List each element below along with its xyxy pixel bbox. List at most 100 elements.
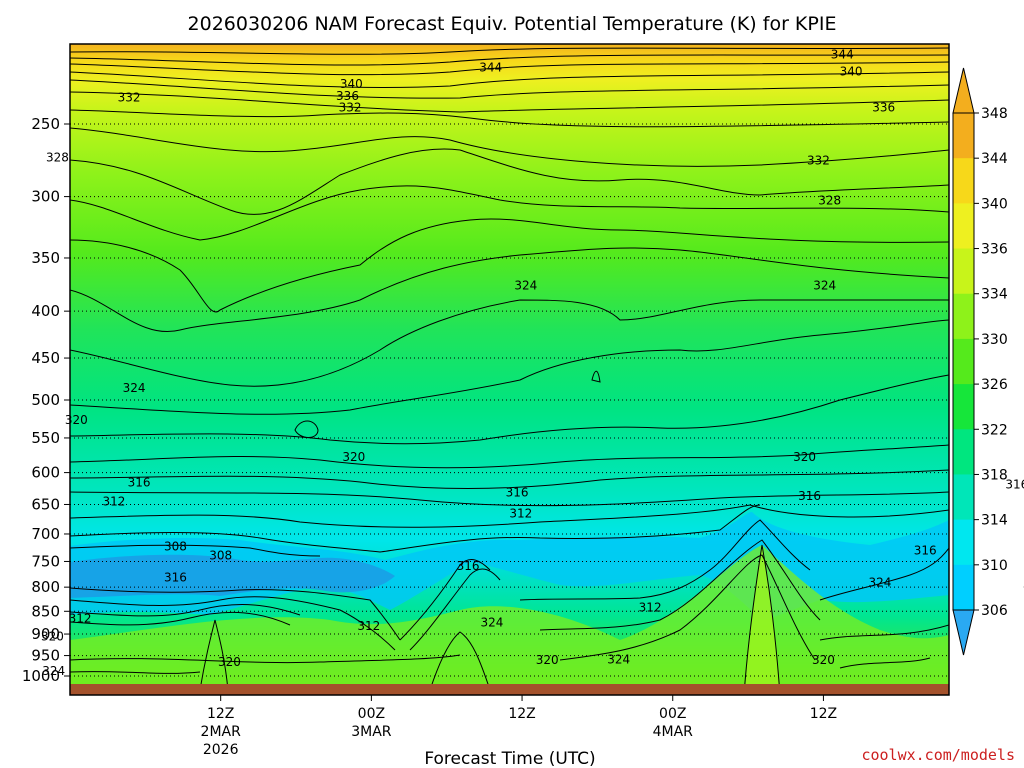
colorbar: 348 344 340 336 334 330 326 322 318 314 310 306 (952, 67, 1008, 656)
contour-label: 316 (506, 486, 529, 500)
colorbar-label: 318 (981, 467, 1008, 483)
source-credit: coolwx.com/models (861, 746, 1015, 764)
y-tick-label: 750 (31, 552, 60, 570)
contour-label: 320 (41, 630, 64, 644)
contour-label: 332 (339, 101, 362, 115)
x-tick-label: 12Z (207, 706, 234, 722)
contour-label: 316 (128, 475, 151, 489)
colorbar-segment (953, 293, 974, 340)
contour-label: 320 (812, 653, 835, 667)
contour-line (429, 631, 491, 691)
x-tick-label: 4MAR (653, 724, 694, 740)
contour-line (70, 604, 301, 617)
y-tick-label: 800 (31, 578, 60, 596)
colorbar-segment (953, 158, 974, 204)
warm-plume (745, 545, 780, 695)
contour-label: 340 (840, 64, 863, 78)
ground-surface (70, 684, 949, 695)
colorbar-label: 336 (981, 242, 1008, 258)
contour-line (199, 619, 229, 691)
contour-line (70, 596, 396, 651)
y-tick-label: 450 (31, 349, 60, 367)
x-tick-label: 12Z (810, 706, 837, 722)
colorbar-under-arrow (952, 609, 975, 656)
y-tick-label: 400 (31, 302, 60, 320)
contour-line (519, 519, 811, 601)
colorbar-label: 344 (981, 151, 1008, 167)
x-tick-label: 00Z (358, 706, 385, 722)
contour-line (399, 559, 491, 641)
contour-line (591, 370, 601, 383)
colorbar-label: 330 (981, 332, 1008, 348)
colorbar-segment (953, 474, 974, 521)
contour-label: 336 (336, 89, 359, 103)
contour-label: 316 (798, 489, 821, 503)
contour-label: 312 (102, 494, 125, 508)
colorbar-label: 348 (981, 106, 1008, 122)
contour-line (294, 420, 319, 438)
contour-label: 320 (1023, 577, 1024, 591)
colorbar-label: 306 (981, 603, 1008, 619)
contour-label: 320 (65, 413, 88, 427)
contour-line (70, 654, 461, 664)
y-tick-label: 250 (31, 115, 60, 133)
contour-label: 344 (479, 61, 502, 75)
contour-line (70, 504, 949, 528)
colorbar-segment (953, 519, 974, 566)
plot-frame (69, 43, 950, 696)
y-tick-label: 600 (31, 464, 60, 482)
contour-line (819, 624, 949, 641)
contour-line (70, 148, 949, 215)
contour-line (70, 91, 949, 113)
contour-label: 324 (813, 278, 836, 292)
contour-line (70, 299, 949, 387)
y-tick-label: 700 (31, 525, 60, 543)
contour-line (70, 611, 291, 626)
colorbar-over-arrow (952, 67, 975, 114)
colorbar-segment (953, 203, 974, 250)
colorbar-frame (952, 112, 975, 611)
contour-line (70, 671, 201, 674)
chart-title: 2026030206 NAM Forecast Equiv. Potential… (188, 13, 837, 35)
warm-moist-tongue (70, 545, 949, 695)
x-tick-label: 3MAR (351, 724, 392, 740)
contour-label: 324 (607, 652, 630, 666)
contour-label: 324 (868, 576, 891, 590)
contour-label: 320 (793, 450, 816, 464)
contour-label: 308 (209, 549, 232, 563)
y-tick-label: 650 (31, 495, 60, 513)
y-tick-label: 550 (31, 429, 60, 447)
contour-label: 324 (480, 615, 503, 629)
contour-line (70, 47, 949, 55)
colorbar-label: 322 (981, 422, 1008, 438)
y-tick-label: 850 (31, 602, 60, 620)
contour-line (839, 657, 931, 669)
contour-label: 312 (357, 619, 380, 633)
contour-line (743, 544, 781, 695)
y-tick-label: 900 (31, 625, 60, 643)
colorbar-label: 326 (981, 377, 1008, 393)
contour-label: 344 (831, 48, 854, 62)
contour-line (70, 61, 949, 76)
contour-line (539, 539, 821, 631)
colorbar-label: 314 (981, 513, 1008, 529)
colorbar-label: 310 (981, 558, 1008, 574)
contour-label: 328 (46, 151, 69, 165)
contour-line (70, 54, 949, 66)
contour-line (70, 127, 949, 167)
x-axis: 12Z 2MAR 2026 00Z 3MAR 12Z 00Z 4MAR 12Z (201, 695, 837, 758)
colorbar-segment (953, 429, 974, 475)
y-tick-label: 950 (31, 647, 60, 665)
contour-label: 320 (342, 450, 365, 464)
y-tick-label: 500 (31, 391, 60, 409)
colorbar-segment (953, 248, 974, 295)
contour-line (70, 319, 949, 415)
contour-label: 316 (914, 544, 937, 558)
contour-line (70, 218, 949, 313)
y-axis: 1000 950 900 850 800 750 700 650 600 550 500 450 400… (22, 115, 70, 685)
contour-label: 332 (118, 91, 141, 105)
contour-line (559, 554, 816, 661)
x-axis-label: Forecast Time (UTC) (424, 749, 595, 768)
colorbar-segment (953, 113, 974, 159)
colorbar-label: 340 (981, 196, 1008, 212)
